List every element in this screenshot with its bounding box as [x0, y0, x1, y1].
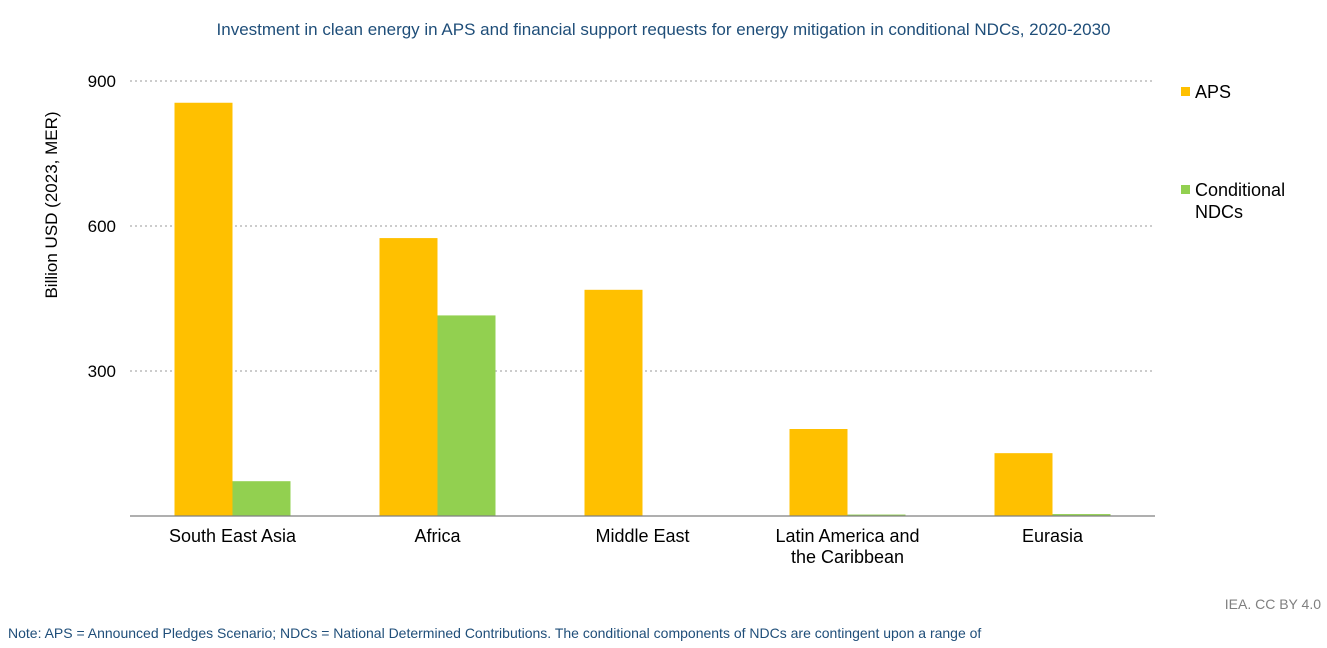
legend-label: APS	[1195, 82, 1231, 102]
y-tick-labels: 300 600 900	[88, 72, 116, 381]
legend-swatch	[1181, 87, 1190, 96]
gridlines	[130, 80, 1155, 372]
x-category-label: Latin America and	[775, 526, 919, 546]
x-category-label: Eurasia	[1022, 526, 1084, 546]
bar	[994, 453, 1053, 516]
legend-label: Conditional	[1195, 180, 1285, 200]
x-category-label: Africa	[414, 526, 461, 546]
y-tick-label: 600	[88, 217, 116, 236]
y-tick-label: 900	[88, 72, 116, 91]
y-axis-label: Billion USD (2023, MER)	[42, 111, 61, 298]
bar	[789, 429, 848, 516]
bar	[437, 315, 496, 516]
x-category-label: South East Asia	[169, 526, 297, 546]
bar	[584, 289, 643, 516]
chart-title: Investment in clean energy in APS and fi…	[216, 20, 1111, 39]
chart-note: Note: APS = Announced Pledges Scenario; …	[8, 625, 982, 641]
category-labels: South East Asia Africa Middle East Latin Am…	[169, 526, 1084, 567]
legend-swatch	[1181, 185, 1190, 194]
bar	[174, 102, 233, 516]
bars	[174, 102, 1111, 517]
bar	[847, 514, 906, 516]
bar	[232, 481, 291, 516]
bar	[1052, 514, 1111, 516]
bar-chart: 300 600 900 South East Asia Africa Middle Ea…	[42, 72, 1285, 567]
legend-label: NDCs	[1195, 202, 1243, 222]
y-tick-label: 300	[88, 362, 116, 381]
x-category-label: Middle East	[595, 526, 689, 546]
source-credit: IEA. CC BY 4.0	[1224, 596, 1321, 612]
x-category-label: the Caribbean	[791, 547, 904, 567]
bar	[379, 238, 438, 517]
